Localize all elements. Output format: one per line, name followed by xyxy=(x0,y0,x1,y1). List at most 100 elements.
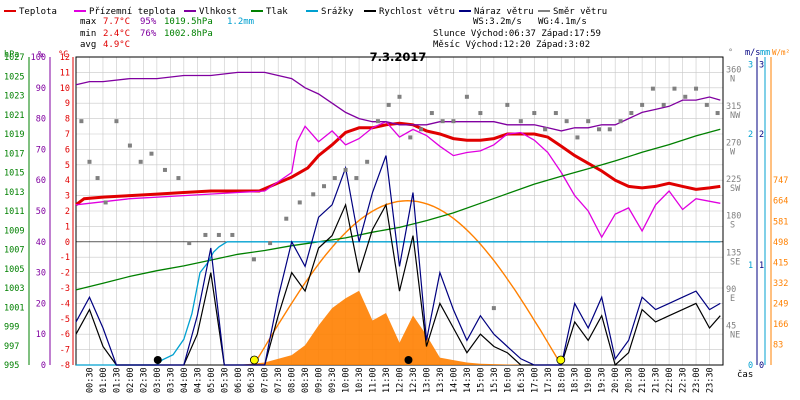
wind-dir-point xyxy=(386,102,391,107)
wind-dir-point xyxy=(596,127,601,132)
x-tick-label: 14:30 xyxy=(463,367,473,393)
dir-label: NE xyxy=(730,330,740,340)
hpa-tick: 1001 xyxy=(4,303,24,313)
x-tick-label: 02:30 xyxy=(139,367,149,393)
solar-area xyxy=(237,290,562,365)
hpa-tick: 1027 xyxy=(4,53,24,63)
wind-dir-point xyxy=(311,192,316,197)
series-srážky xyxy=(76,241,721,366)
pct-tick: 70 xyxy=(36,145,46,155)
pct-tick: 10 xyxy=(36,330,46,340)
stat-rain: 1.2mm xyxy=(227,17,254,27)
x-tick-label: 18:30 xyxy=(571,367,581,393)
wind-dir-point xyxy=(661,102,666,107)
legend-label: Tlak xyxy=(266,7,288,17)
wind-dir-point xyxy=(618,119,623,124)
dir-label: SW xyxy=(730,184,741,194)
dir-tick: 90 xyxy=(726,285,736,295)
x-tick-label: 04:00 xyxy=(180,367,190,393)
temp-tick: 3 xyxy=(65,192,70,202)
deg-unit: ° xyxy=(728,48,733,58)
pct-tick: 50 xyxy=(36,207,46,217)
wind-dir-point xyxy=(343,167,348,172)
series-náraz-větru xyxy=(75,155,721,366)
dir-label: S xyxy=(730,221,735,231)
pct-tick: 60 xyxy=(36,176,46,186)
dir-tick: 315 xyxy=(726,102,741,112)
wind-dir-point xyxy=(127,143,132,148)
hpa-tick: 1003 xyxy=(4,284,24,294)
mm-tick: 1 xyxy=(748,261,753,271)
legend-label: Rychlost větru xyxy=(379,7,455,17)
dir-label: SE xyxy=(730,257,740,267)
hpa-tick: 995 xyxy=(4,361,19,371)
x-tick-label: 16:00 xyxy=(503,367,513,393)
pct-tick: 30 xyxy=(36,269,46,279)
x-tick-label: 16:30 xyxy=(517,367,527,393)
temp-tick: -1 xyxy=(60,253,70,263)
hpa-tick: 1025 xyxy=(4,72,24,82)
dir-tick: 180 xyxy=(726,212,741,222)
hpa-tick: 1007 xyxy=(4,246,24,256)
temp-tick: 12 xyxy=(60,53,70,63)
mm-unit: mm xyxy=(760,48,770,58)
sunrise-marker xyxy=(249,355,259,365)
x-axis-unit: čas xyxy=(737,369,753,380)
stat-label: avg xyxy=(80,40,96,50)
x-tick-label: 03:00 xyxy=(153,367,163,393)
wind-dir-point xyxy=(397,94,402,99)
x-tick-label: 15:00 xyxy=(476,367,486,393)
wind-dir-point xyxy=(408,135,413,140)
wind-dir-point xyxy=(138,159,143,164)
legend-label: Vlhkost xyxy=(199,7,237,17)
x-tick-label: 21:00 xyxy=(638,367,648,393)
pct-unit: % xyxy=(38,50,43,60)
x-tick-label: 20:00 xyxy=(611,367,621,393)
series-vlhkost xyxy=(75,71,721,132)
x-tick-label: 01:30 xyxy=(112,367,122,393)
wind-dir-point xyxy=(176,176,181,181)
x-tick-label: 10:00 xyxy=(342,367,352,393)
x-tick-label: 06:00 xyxy=(234,367,244,393)
temp-tick: 7 xyxy=(65,130,70,140)
wind-dir-point xyxy=(451,119,456,124)
series-přízemní-teplota xyxy=(75,120,721,239)
temp-tick: 2 xyxy=(65,207,70,217)
temp-tick: 5 xyxy=(65,161,70,171)
temp-tick: 8 xyxy=(65,115,70,125)
x-tick-label: 13:00 xyxy=(422,367,432,393)
ms-tick: 1 xyxy=(759,261,764,271)
ms-tick: 0 xyxy=(759,361,764,371)
x-tick-label: 01:00 xyxy=(99,367,109,393)
sun-curve xyxy=(253,199,562,366)
dir-tick: 360 xyxy=(726,65,741,75)
temp-tick: -3 xyxy=(60,284,70,294)
wind-dir-point xyxy=(95,176,100,181)
hpa-tick: 999 xyxy=(4,323,19,333)
stat-temp: 7.7°C xyxy=(103,17,130,27)
mm-tick: 3 xyxy=(748,61,753,71)
hpa-tick: 1005 xyxy=(4,265,24,275)
wind-dir-point xyxy=(149,151,154,156)
wm2-tick: 747 xyxy=(773,176,788,186)
x-tick-label: 09:30 xyxy=(328,367,338,393)
wind-dir-point xyxy=(284,216,289,221)
dir-label: NW xyxy=(730,111,741,121)
wind-dir-point xyxy=(251,257,256,262)
wind-dir-point xyxy=(354,176,359,181)
legend-label: Náraz větru xyxy=(474,7,534,17)
wind-dir-point xyxy=(478,111,483,116)
x-tick-label: 13:30 xyxy=(436,367,446,393)
x-tick-label: 04:30 xyxy=(193,367,203,393)
temp-tick: 11 xyxy=(60,68,70,78)
wind-dir-point xyxy=(216,232,221,237)
moonrise-marker xyxy=(404,356,413,364)
legend-label: Směr větru xyxy=(553,7,607,17)
hpa-unit: hPa xyxy=(4,50,19,60)
wind-dir-point xyxy=(607,127,612,132)
x-tick-label: 23:00 xyxy=(692,367,702,393)
wind-dir-point xyxy=(297,200,302,205)
wm2-tick: 581 xyxy=(773,217,788,227)
chart-title: 7.3.2017 xyxy=(370,50,427,64)
